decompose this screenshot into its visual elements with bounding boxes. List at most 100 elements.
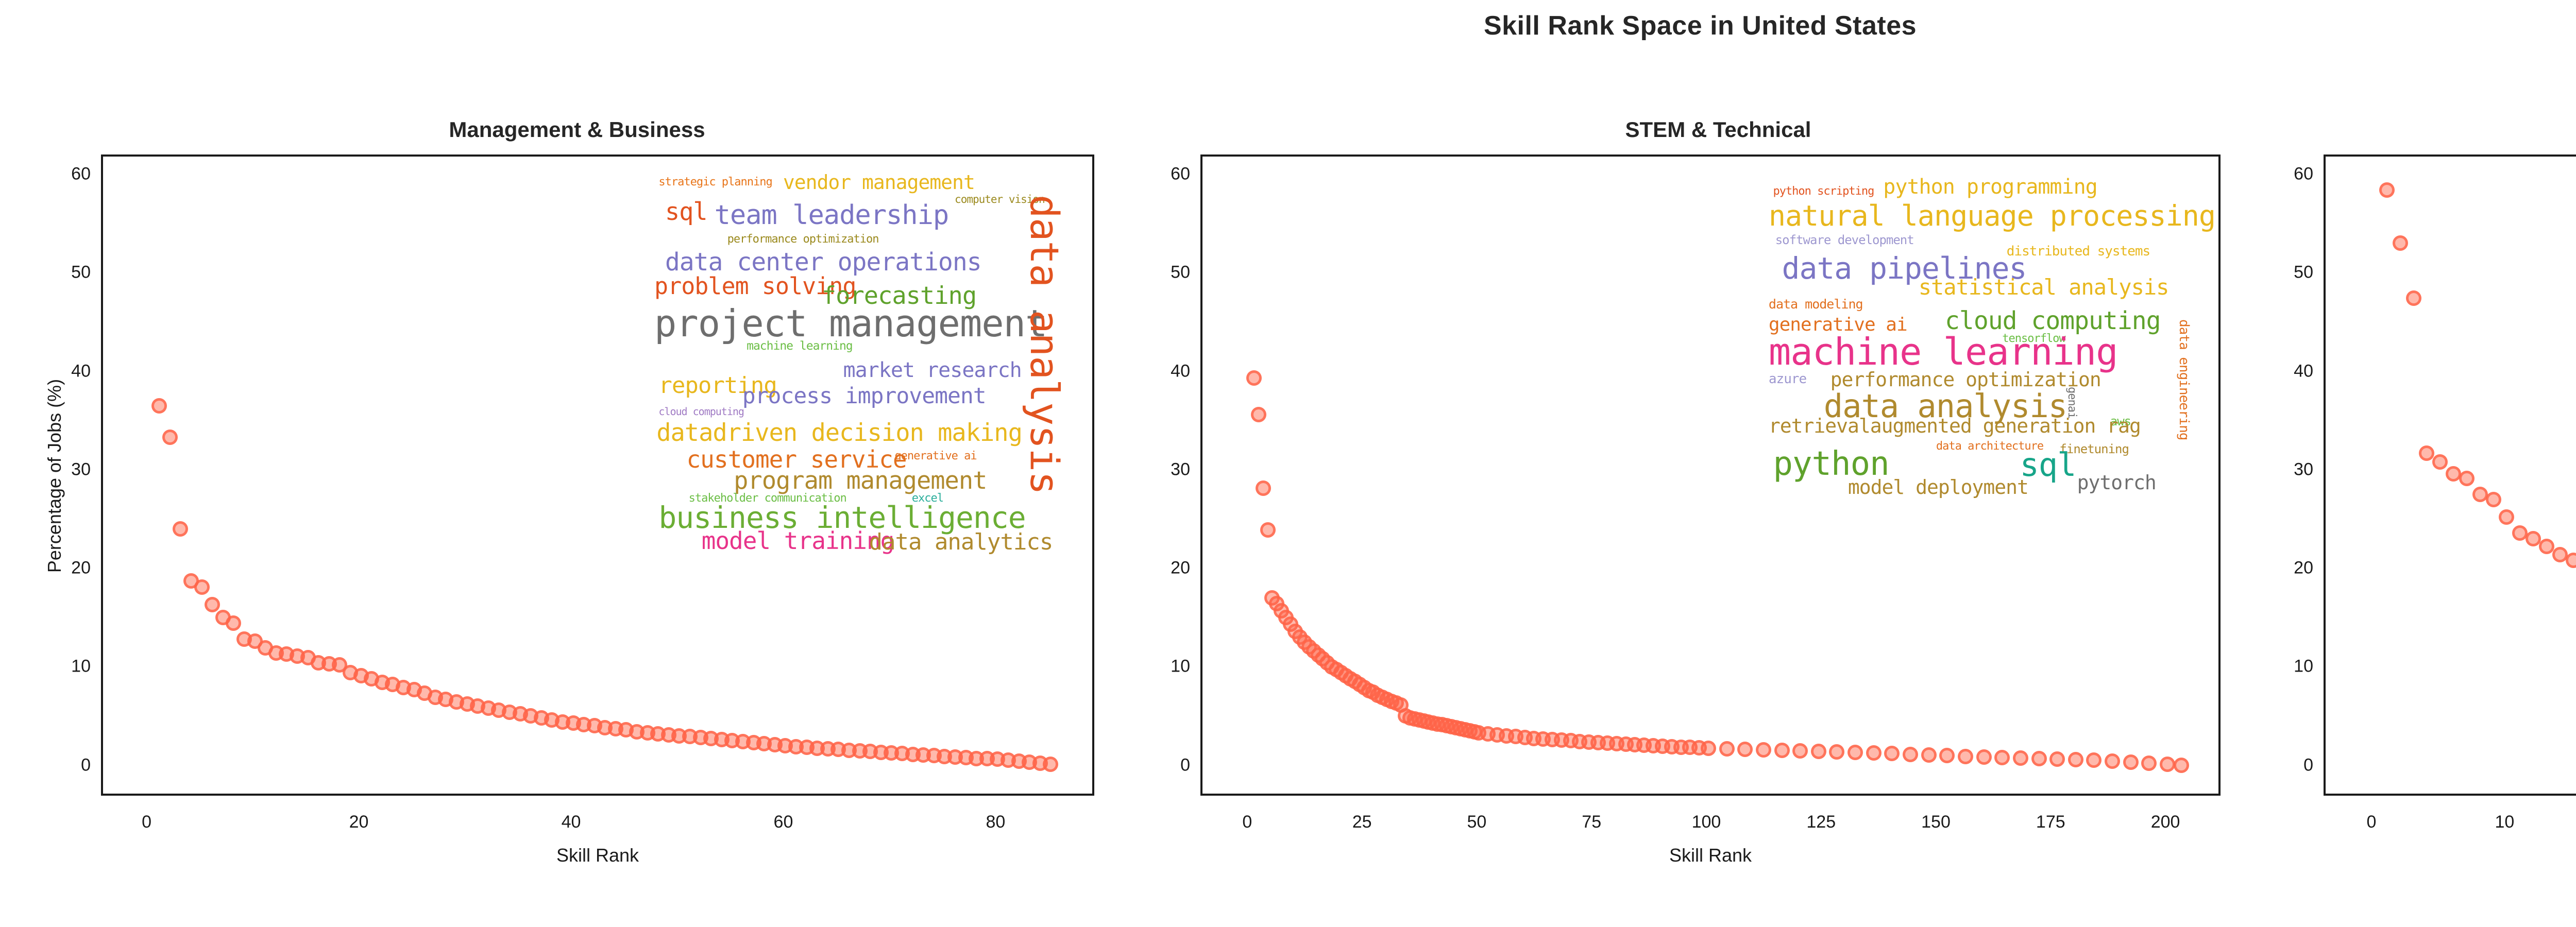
word-cloud: strategic planning vendor management compu… xyxy=(654,166,1083,553)
x-axis-tick-label: 60 xyxy=(773,812,793,832)
word-cloud-word: generative ai xyxy=(1768,314,1908,335)
word-cloud-word: reporting xyxy=(658,372,777,399)
scatter-point xyxy=(1755,742,1771,758)
word-cloud-word: vendor management xyxy=(783,171,975,194)
y-axis-tick-label: 60 xyxy=(2294,164,2313,184)
scatter-point xyxy=(1246,370,1262,386)
word-cloud-word: performance optimization xyxy=(727,232,879,246)
scatter-point xyxy=(1250,407,1266,423)
scatter-point xyxy=(205,597,221,613)
scatter-point xyxy=(1700,741,1716,757)
scatter-point xyxy=(2086,752,2102,768)
scatter-point xyxy=(1903,746,1919,762)
word-cloud-word: project management xyxy=(654,302,1047,346)
scatter-point xyxy=(2499,509,2515,525)
scatter-point xyxy=(2485,491,2501,507)
scatter-point xyxy=(1976,749,1992,765)
x-axis-tick-label: 0 xyxy=(1242,812,1252,832)
word-cloud-word: program management xyxy=(734,467,987,495)
word-cloud-word: strategic planning xyxy=(658,176,772,189)
word-cloud-word: data center operations xyxy=(665,248,982,277)
scatter-point xyxy=(226,615,242,631)
word-cloud-word: team leadership xyxy=(714,199,950,231)
scatter-point xyxy=(1260,522,1276,538)
word-cloud-word: software development xyxy=(1775,232,1914,247)
y-axis-tick-label: 0 xyxy=(1180,755,1190,775)
x-axis-tick-label: 0 xyxy=(2366,812,2377,832)
word-cloud-word: data modeling xyxy=(1768,297,1863,312)
scatter-point xyxy=(2141,756,2157,771)
x-axis-tick-label: 100 xyxy=(1691,812,1721,832)
word-cloud-word: process improvement xyxy=(742,383,987,409)
y-axis-tick-label: 10 xyxy=(1171,656,1190,676)
y-axis-tick-label: 20 xyxy=(2294,558,2313,578)
word-cloud-word: customer service xyxy=(686,445,907,473)
y-axis-tick-label: 50 xyxy=(2294,262,2313,282)
scatter-point xyxy=(2538,539,2554,555)
word-cloud-word: finetuning xyxy=(2059,442,2129,457)
panel-title: Service & Logistics xyxy=(2282,117,2576,142)
y-axis-tick-label: 40 xyxy=(2294,361,2313,381)
word-cloud-word: cloud computing xyxy=(658,405,744,418)
word-cloud-word: python scripting xyxy=(1773,184,1874,198)
word-cloud-word: model deployment xyxy=(1848,476,2029,499)
x-axis-tick-label: 20 xyxy=(349,812,369,832)
scatter-point xyxy=(162,430,178,445)
y-axis-tick-label: 10 xyxy=(2294,656,2313,676)
word-cloud-word: machine learning xyxy=(1768,330,2119,374)
y-axis-tick-label: 30 xyxy=(2294,459,2313,479)
scatter-point xyxy=(1792,743,1808,759)
scatter-point xyxy=(2419,445,2435,461)
figure-title: Skill Rank Space in United States xyxy=(1483,11,1917,41)
x-axis-tick-label: 80 xyxy=(986,812,1006,832)
word-cloud-word: python xyxy=(1773,444,1889,483)
word-cloud-word: data engineering xyxy=(2176,319,2192,440)
word-cloud-word: forecasting xyxy=(821,281,977,310)
word-cloud-word: model training xyxy=(701,527,895,555)
scatter-point xyxy=(2432,454,2448,470)
plot-area: strategic planning vendor management compu… xyxy=(101,154,1094,796)
word-cloud-word: business intelligence xyxy=(658,500,1026,535)
scatter-point xyxy=(1939,747,1955,763)
word-cloud-word: natural language processing xyxy=(1768,199,2216,232)
scatter-point xyxy=(2526,531,2541,547)
scatter-point xyxy=(1255,480,1271,496)
word-cloud-word: data pipelines xyxy=(1782,250,2027,286)
word-cloud-word: python programming xyxy=(1883,175,2097,199)
scatter-point xyxy=(2392,235,2408,251)
y-axis-tick-label: 0 xyxy=(2303,755,2313,775)
x-axis-tick-label: 50 xyxy=(1467,812,1487,832)
x-axis-tick-label: 0 xyxy=(142,812,152,832)
scatter-point xyxy=(2012,750,2028,766)
x-axis-tick-label: 175 xyxy=(2036,812,2065,832)
word-cloud-word: aws xyxy=(2110,414,2131,429)
scatter-point xyxy=(2459,471,2475,487)
x-axis-tick-label: 75 xyxy=(1582,812,1602,832)
word-cloud: python scripting python programming natura… xyxy=(1768,166,2216,522)
word-cloud-word: data analysis xyxy=(1022,194,1068,494)
scatter-point xyxy=(1957,748,1973,764)
plot-area: python scripting python programming natura… xyxy=(1200,154,2221,796)
scatter-point xyxy=(1719,741,1735,757)
scatter-point xyxy=(2512,525,2528,541)
scatter-point xyxy=(194,579,210,595)
x-axis-tick-label: 40 xyxy=(561,812,581,832)
panel-title: Management & Business xyxy=(449,117,705,142)
word-cloud-word: data analytics xyxy=(869,528,1053,555)
word-cloud-word: pytorch xyxy=(2077,471,2157,494)
scatter-point xyxy=(2446,466,2462,482)
word-cloud-word: stakeholder communication xyxy=(688,491,847,505)
y-axis-tick-label: 60 xyxy=(71,164,91,184)
scatter-point xyxy=(1921,747,1937,763)
word-cloud-word: cloud computing xyxy=(1945,306,2161,336)
word-cloud-word: distributed systems xyxy=(2006,243,2150,259)
y-axis-tick-label: 60 xyxy=(1171,164,1190,184)
scatter-point xyxy=(2405,290,2421,306)
scatter-point xyxy=(151,398,167,414)
scatter-point xyxy=(173,521,189,537)
y-axis-label: Percentage of Jobs (%) xyxy=(44,379,65,573)
scatter-point xyxy=(2123,754,2139,770)
word-cloud-word: data architecture xyxy=(1936,440,2044,453)
y-axis-tick-label: 30 xyxy=(1171,459,1190,479)
